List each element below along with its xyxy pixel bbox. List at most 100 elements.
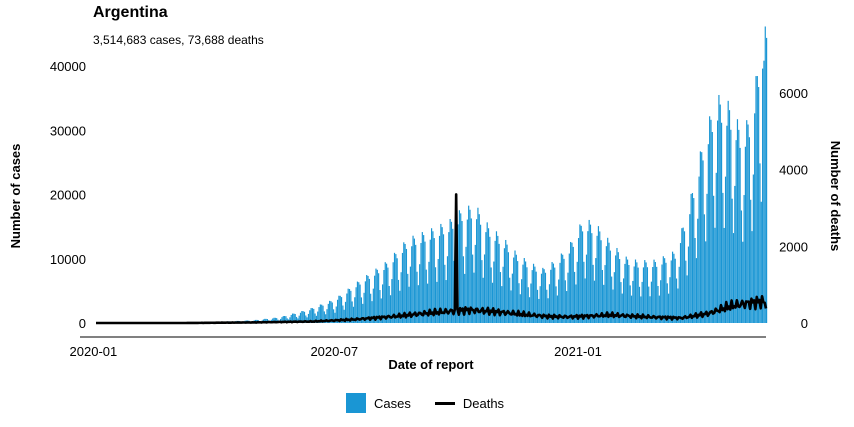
cases-bar — [706, 193, 708, 323]
cases-bar — [503, 248, 506, 323]
cases-bar — [540, 273, 543, 323]
cases-bar — [583, 261, 585, 323]
cases-bar — [604, 265, 606, 323]
cases-bar — [526, 267, 528, 323]
chart-subtitle: 3,514,683 cases, 73,688 deaths — [93, 33, 264, 47]
cases-bar — [666, 283, 668, 323]
cases-bar — [673, 253, 675, 323]
cases-bar — [476, 219, 478, 323]
cases-bar — [478, 214, 480, 323]
cases-bar — [416, 271, 418, 323]
cases-bar — [613, 272, 615, 323]
cases-bar — [338, 295, 340, 323]
cases-bar — [542, 267, 544, 323]
cases-bar — [547, 298, 549, 323]
cases-bar — [661, 264, 663, 323]
cases-bar — [448, 232, 450, 323]
cases-bar — [428, 261, 430, 323]
cases-bar — [695, 258, 698, 323]
cases-bar — [746, 120, 748, 324]
cases-bar — [572, 246, 574, 323]
cases-bar — [507, 252, 509, 323]
cases-bar — [720, 122, 723, 323]
cases-bar — [264, 318, 266, 323]
cases-bar — [311, 308, 314, 323]
cases-bar — [527, 287, 529, 323]
cases-bar — [649, 296, 651, 323]
cases-bar — [334, 312, 336, 323]
cases-bar — [630, 295, 633, 323]
y-tick-label: 20000 — [50, 188, 86, 203]
cases-bar — [620, 282, 622, 323]
cases-bar — [616, 247, 618, 323]
cases-bar — [391, 279, 393, 323]
cases-bar — [342, 305, 344, 323]
cases-bar — [307, 313, 310, 323]
cases-bar — [556, 295, 558, 323]
cases-bar — [644, 260, 646, 323]
cases-bar — [710, 119, 712, 323]
cases-bar — [687, 246, 690, 323]
cases-bar — [387, 267, 389, 323]
cases-bar — [510, 290, 512, 323]
cases-bar — [298, 315, 300, 323]
cases-bar — [642, 267, 645, 323]
cases-bar — [536, 289, 539, 323]
cases-bar — [445, 280, 447, 323]
cases-bar — [408, 286, 410, 323]
axes: 2020-01 2020-07 2021-010100002000030000400… — [50, 59, 808, 359]
cases-bar — [285, 316, 287, 323]
cases-bar — [432, 231, 434, 323]
legend-item-cases: Cases — [346, 393, 411, 413]
cases-bar — [738, 129, 740, 323]
cases-bar — [446, 256, 449, 323]
cases-bar — [468, 205, 470, 323]
cases-bar — [755, 76, 757, 323]
cases-bar — [683, 231, 686, 323]
cases-bar — [364, 281, 366, 323]
cases-bar — [281, 317, 283, 323]
cases-bar — [413, 238, 415, 323]
cases-bar — [362, 303, 364, 323]
cases-bar — [389, 295, 392, 323]
cases-bar — [563, 258, 565, 323]
cases-bar — [665, 262, 667, 323]
cases-bar — [686, 275, 688, 323]
cases-bar — [758, 87, 760, 324]
cases-bar — [346, 293, 348, 323]
cases-bar — [701, 152, 703, 323]
cases-bar — [431, 228, 433, 323]
cases-bar — [638, 286, 641, 323]
cases-bar — [399, 290, 401, 323]
cases-bar — [276, 318, 278, 323]
cases-bar — [352, 306, 355, 323]
cases-bar — [743, 195, 745, 323]
cases-bar — [685, 260, 687, 323]
cases-bar — [637, 267, 639, 323]
cases-bar — [473, 272, 475, 323]
cases-bar — [294, 314, 296, 323]
cases-bar — [333, 309, 335, 323]
cases-bar — [532, 263, 535, 323]
cases-bar — [727, 100, 729, 323]
cases-bar — [562, 254, 564, 323]
cases-bar — [522, 264, 524, 323]
cases-bar — [530, 283, 532, 323]
cases-bar — [731, 198, 733, 323]
cases-bar — [632, 280, 634, 323]
cases-bar — [728, 110, 731, 323]
cases-bar — [505, 239, 507, 323]
cases-bar — [379, 290, 381, 323]
cases-bar — [543, 269, 545, 323]
cases-bar — [577, 238, 580, 323]
cases-bar — [306, 317, 308, 323]
cases-bar — [636, 262, 638, 323]
cases-bar — [670, 260, 672, 323]
cases-bar — [272, 318, 274, 323]
y-tick-label: 40000 — [50, 59, 86, 74]
cases-bar — [438, 235, 441, 323]
cases-bar — [393, 252, 396, 323]
cases-bar — [640, 296, 642, 323]
cases-bar — [535, 271, 537, 323]
